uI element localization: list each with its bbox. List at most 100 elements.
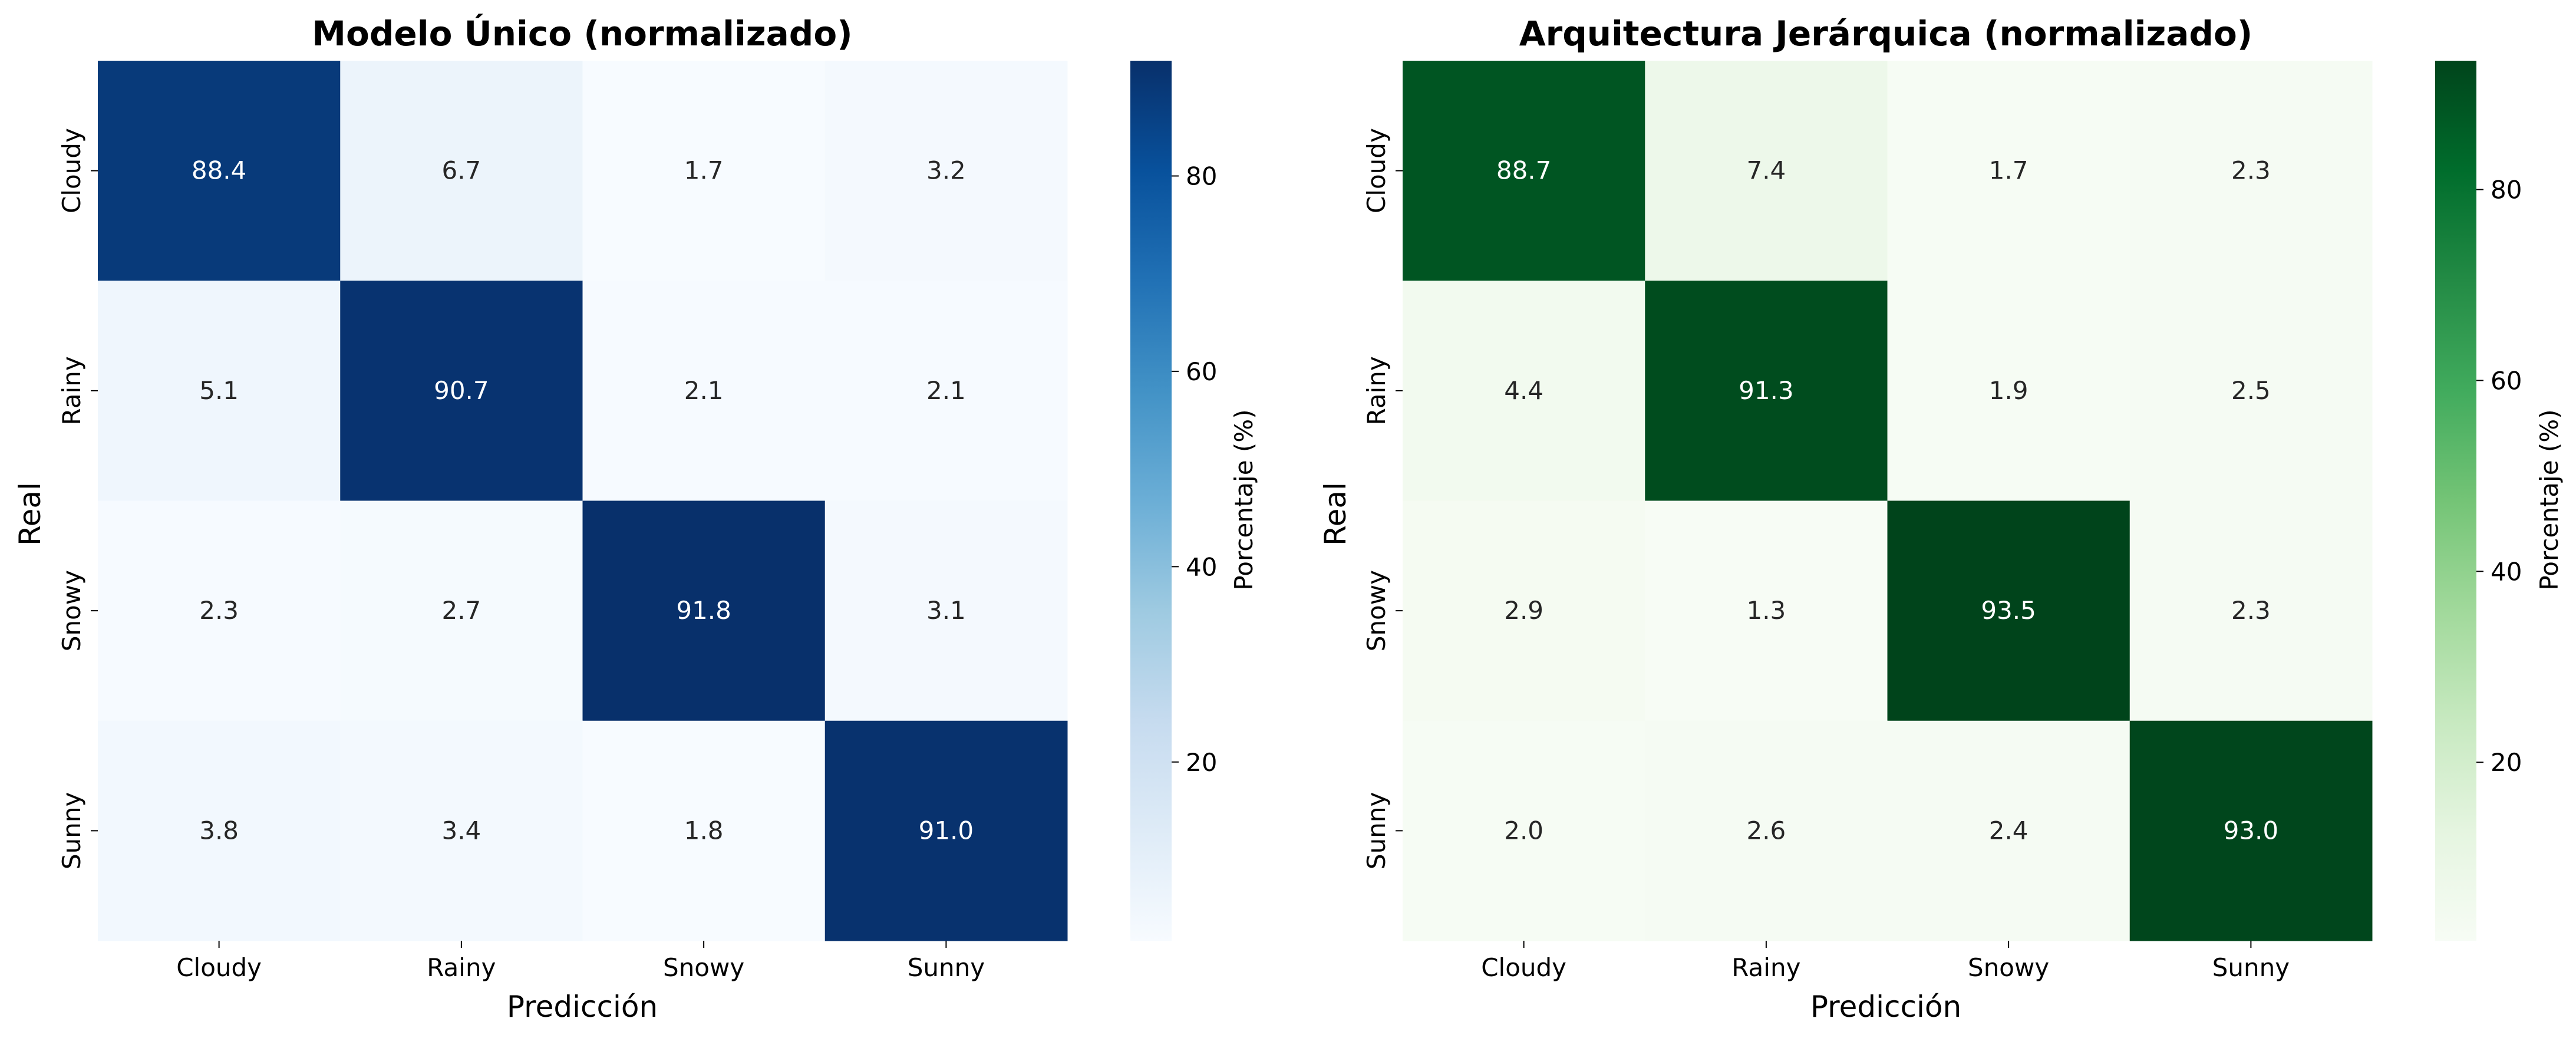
y-tick-label: Rainy (57, 356, 86, 425)
cell-value-label: 88.4 (192, 156, 247, 185)
cell-value-label: 2.7 (441, 596, 481, 625)
x-axis-label: Predicción (1810, 990, 1961, 1024)
heatmap-cell (1403, 720, 1645, 941)
heatmap-cells: 88.4 6.7 1.7 3.2 5.1 90.7 2.1 2.1 2.3 2.7 91.8 3.1 3… (98, 61, 1068, 941)
cell-value-label: 2.4 (1989, 816, 2029, 845)
x-tick-label: Cloudy (1481, 953, 1566, 982)
x-tick-label: Sunny (2212, 953, 2290, 982)
colorbar-gradient (2435, 61, 2476, 941)
colorbar-tick-label: 40 (1186, 552, 1217, 581)
colorbar-tick-label: 20 (2491, 748, 2522, 777)
x-axis-label: Predicción (507, 990, 658, 1024)
heatmap-cell (1403, 61, 1645, 281)
heatmap-cell (98, 500, 341, 721)
colorbar-label: Porcentaje (%) (2535, 409, 2564, 590)
cell-value-label: 93.5 (1981, 596, 2036, 625)
heatmap-cell (98, 281, 341, 501)
colorbar-label: Porcentaje (%) (1229, 409, 1258, 590)
heatmap-cell (582, 281, 826, 501)
heatmap-cell (340, 500, 583, 721)
heatmap-cell (824, 720, 1068, 941)
cell-value-label: 2.3 (2231, 156, 2271, 185)
chart-title: Modelo Único (normalizado) (312, 13, 852, 54)
heatmap-cell (2129, 720, 2373, 941)
heatmap-cell (2129, 281, 2373, 501)
heatmap-cell (1887, 500, 2130, 721)
x-tick-label: Sunny (908, 953, 985, 982)
heatmap-cell (1403, 281, 1645, 501)
heatmap-cell (98, 720, 341, 941)
cell-value-label: 90.7 (434, 376, 489, 405)
y-tick-label: Rainy (1362, 356, 1391, 425)
cell-value-label: 2.5 (2231, 376, 2271, 405)
cell-value-label: 93.0 (2224, 816, 2279, 845)
cell-value-label: 91.8 (676, 596, 731, 625)
y-tick-label: Snowy (57, 570, 86, 651)
x-tick-label: Rainy (427, 953, 496, 982)
heatmap-cell (582, 61, 826, 281)
heatmap-cell (1403, 500, 1645, 721)
cell-value-label: 2.6 (1746, 816, 1786, 845)
y-axis-label: Real (1318, 482, 1353, 546)
heatmap-cell (824, 61, 1068, 281)
x-tick-label: Cloudy (176, 953, 262, 982)
heatmap-panel-arquitectura-jerarquica: Arquitectura Jerárquica (normalizado) 88… (1318, 14, 2564, 1024)
cell-value-label: 91.3 (1739, 376, 1794, 405)
cell-value-label: 2.9 (1504, 596, 1543, 625)
x-tick-label: Rainy (1731, 953, 1800, 982)
x-tick-labels: Cloudy Rainy Snowy Sunny (176, 941, 985, 982)
heatmap-cell (2129, 500, 2373, 721)
heatmap-cell (1645, 720, 1888, 941)
y-axis-label: Real (13, 482, 47, 546)
cell-value-label: 1.9 (1989, 376, 2029, 405)
heatmap-cell (1645, 61, 1888, 281)
cell-value-label: 2.3 (2231, 596, 2271, 625)
heatmap-cells: 88.7 7.4 1.7 2.3 4.4 91.3 1.9 2.5 2.9 1.3 93.5 2.3 2… (1403, 61, 2373, 941)
cell-value-label: 1.7 (684, 156, 724, 185)
cell-value-label: 1.8 (684, 816, 724, 845)
cell-value-label: 1.3 (1746, 596, 1786, 625)
cell-value-label: 2.3 (199, 596, 239, 625)
heatmap-cell (340, 281, 583, 501)
y-tick-label: Snowy (1362, 570, 1391, 651)
colorbar-tick-label: 80 (2491, 176, 2522, 205)
chart-title: Arquitectura Jerárquica (normalizado) (1519, 14, 2253, 54)
cell-value-label: 3.1 (926, 596, 966, 625)
heatmap-cell (1645, 500, 1888, 721)
heatmap-cell (1887, 281, 2130, 501)
x-tick-label: Snowy (1968, 953, 2049, 982)
colorbar-tick-label: 60 (1186, 357, 1217, 386)
colorbar: 20 40 60 80 (1130, 61, 1217, 941)
colorbar: 20 40 60 80 (2435, 61, 2522, 941)
cell-value-label: 91.0 (919, 816, 974, 845)
colorbar-tick-label: 60 (2491, 366, 2522, 395)
heatmap-cell (1887, 61, 2130, 281)
heatmap-cell (1887, 720, 2130, 941)
colorbar-tick-label: 20 (1186, 748, 1217, 777)
cell-value-label: 2.0 (1504, 816, 1543, 845)
colorbar-gradient (1130, 61, 1172, 941)
cell-value-label: 3.4 (441, 816, 481, 845)
x-tick-labels: Cloudy Rainy Snowy Sunny (1481, 941, 2290, 982)
colorbar-tick-label: 40 (2491, 557, 2522, 586)
cell-value-label: 3.2 (926, 156, 966, 185)
y-tick-labels: Cloudy Rainy Snowy Sunny (57, 128, 98, 869)
y-tick-label: Cloudy (1362, 128, 1391, 213)
cell-value-label: 2.1 (926, 376, 966, 405)
cell-value-label: 4.4 (1504, 376, 1543, 405)
y-tick-label: Sunny (1362, 792, 1391, 869)
y-tick-label: Sunny (57, 792, 86, 869)
cell-value-label: 6.7 (441, 156, 481, 185)
cell-value-label: 5.1 (199, 376, 239, 405)
cell-value-label: 7.4 (1746, 156, 1786, 185)
heatmap-cell (824, 281, 1068, 501)
cell-value-label: 3.8 (199, 816, 239, 845)
x-tick-label: Snowy (663, 953, 744, 982)
cell-value-label: 1.7 (1989, 156, 2029, 185)
heatmap-cell (98, 61, 341, 281)
heatmap-panel-modelo-unico: Modelo Único (normalizado) 88.4 6.7 1.7 3.2… (13, 13, 1258, 1024)
y-tick-labels: Cloudy Rainy Snowy Sunny (1362, 128, 1403, 869)
colorbar-tick-label: 80 (1186, 162, 1217, 191)
heatmap-cell (824, 500, 1068, 721)
